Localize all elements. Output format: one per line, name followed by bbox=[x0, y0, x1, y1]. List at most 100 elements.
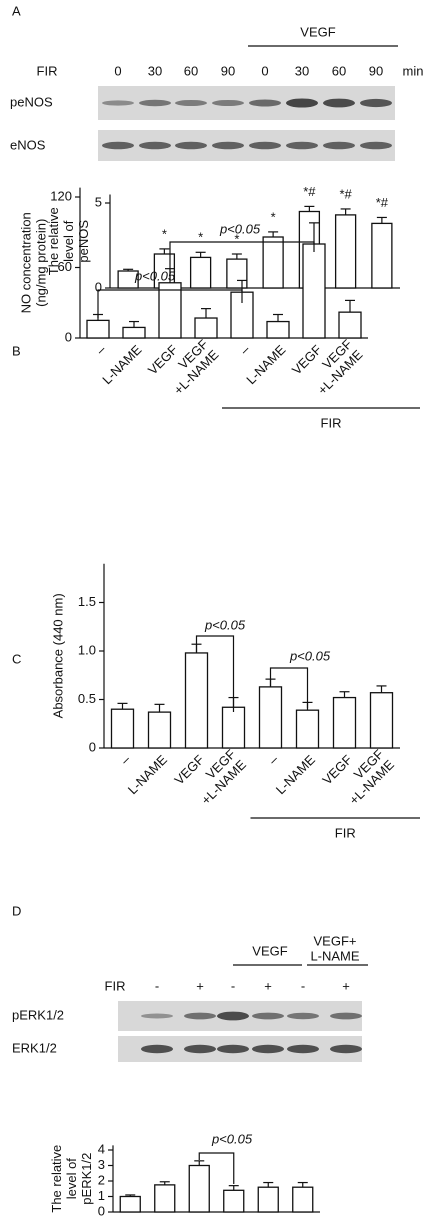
band-label: ERK1/2 bbox=[12, 1040, 57, 1055]
blot-band bbox=[252, 1012, 284, 1020]
row-label: FIR bbox=[105, 978, 126, 993]
lane-label: + bbox=[196, 978, 204, 993]
bracket bbox=[195, 635, 235, 712]
lane-label: + bbox=[264, 978, 272, 993]
x-tick-label: L-NAME bbox=[125, 752, 171, 798]
blot-band bbox=[139, 99, 171, 107]
y-tick-label: 0 bbox=[89, 739, 96, 754]
blot-band bbox=[184, 1044, 216, 1054]
blot-band bbox=[217, 1044, 249, 1054]
y-tick-label: 1.0 bbox=[78, 642, 96, 657]
significance-mark: * bbox=[234, 231, 239, 246]
bracket-label: p<0.05 bbox=[289, 648, 331, 663]
x-tick-label: L-NAME bbox=[99, 342, 145, 388]
blot-band bbox=[141, 1044, 173, 1054]
blot-band bbox=[323, 141, 355, 150]
y-tick-label: 0 bbox=[98, 1203, 105, 1218]
lane-label: 0 bbox=[114, 63, 121, 78]
bracket bbox=[169, 241, 315, 280]
bar bbox=[221, 706, 246, 749]
lane-label: + bbox=[342, 978, 350, 993]
x-tick-label: VEGF bbox=[145, 342, 181, 378]
x-tick-label: – bbox=[93, 341, 109, 357]
x-tick-label: L-NAME bbox=[273, 752, 319, 798]
blot-band bbox=[252, 1044, 284, 1054]
bar bbox=[110, 708, 135, 749]
blot-band bbox=[139, 141, 171, 150]
bar bbox=[262, 236, 284, 289]
lane-label: 90 bbox=[221, 63, 235, 78]
bar bbox=[122, 326, 146, 339]
bracket-label: p<0.05 bbox=[134, 268, 176, 283]
bar bbox=[371, 222, 393, 289]
lane-label: 30 bbox=[148, 63, 162, 78]
y-tick-label: 120 bbox=[50, 188, 72, 203]
blot-band bbox=[287, 1044, 319, 1054]
bar bbox=[188, 1164, 210, 1213]
panel-label: A bbox=[12, 3, 21, 18]
bar bbox=[223, 1189, 245, 1213]
y-tick-label: 4 bbox=[98, 1141, 105, 1156]
significance-mark: * bbox=[198, 230, 203, 245]
blot-band bbox=[330, 1012, 362, 1020]
x-tick-label: – bbox=[237, 341, 253, 357]
blot-band bbox=[217, 1011, 249, 1021]
x-tick-label: – bbox=[117, 751, 133, 767]
group-label: VEGF bbox=[300, 24, 335, 39]
bracket-label: p<0.05 bbox=[204, 617, 246, 632]
bar bbox=[302, 243, 326, 339]
lane-label: - bbox=[155, 978, 159, 993]
significance-mark: *# bbox=[303, 184, 316, 199]
blot-band bbox=[175, 141, 207, 150]
lane-label: 30 bbox=[295, 63, 309, 78]
blot-band bbox=[323, 98, 355, 108]
blot-band bbox=[360, 98, 392, 108]
blot-band bbox=[249, 99, 281, 107]
panel-label: C bbox=[12, 651, 21, 666]
y-tick-label: 0 bbox=[65, 329, 72, 344]
bar bbox=[266, 320, 290, 339]
x-tick-label: L-NAME bbox=[243, 342, 289, 388]
bar bbox=[194, 317, 218, 339]
lane-label: - bbox=[231, 978, 235, 993]
x-tick-label: VEGF bbox=[289, 342, 325, 378]
lane-label: 60 bbox=[184, 63, 198, 78]
y-axis-label: Absorbance (440 nm) bbox=[50, 593, 65, 718]
blot-band bbox=[184, 1012, 216, 1020]
row-label: FIR bbox=[37, 63, 58, 78]
significance-mark: *# bbox=[339, 186, 352, 201]
bar bbox=[338, 311, 362, 339]
bar bbox=[226, 258, 248, 289]
bracket bbox=[269, 667, 309, 708]
lane-label: 60 bbox=[332, 63, 346, 78]
significance-mark: * bbox=[162, 226, 167, 241]
y-tick-label: 5 bbox=[95, 194, 102, 209]
bracket bbox=[97, 289, 243, 318]
blot-band bbox=[330, 1044, 362, 1054]
y-tick-label: 1.5 bbox=[78, 594, 96, 609]
band-label: eNOS bbox=[10, 137, 46, 152]
y-tick-label: 60 bbox=[58, 259, 72, 274]
bar bbox=[184, 652, 209, 749]
bar bbox=[295, 709, 320, 749]
group-label: FIR bbox=[335, 825, 356, 840]
group-label: FIR bbox=[321, 415, 342, 430]
lane-label: - bbox=[301, 978, 305, 993]
bar bbox=[158, 282, 182, 339]
blot-band bbox=[286, 98, 318, 108]
bar bbox=[332, 696, 357, 749]
band-label: pERK1/2 bbox=[12, 1007, 64, 1022]
y-tick-label: 2 bbox=[98, 1172, 105, 1187]
bar bbox=[334, 214, 357, 289]
x-tick-label: VEGF bbox=[319, 752, 355, 788]
y-tick-label: 1 bbox=[98, 1188, 105, 1203]
blot-band bbox=[212, 99, 244, 107]
blot-band bbox=[175, 99, 207, 107]
bar bbox=[257, 1186, 279, 1213]
blot-band bbox=[287, 1012, 319, 1020]
bar bbox=[147, 711, 172, 749]
x-tick-label: – bbox=[265, 751, 281, 767]
panel-label: B bbox=[12, 343, 21, 358]
unit-label: min bbox=[403, 63, 424, 78]
